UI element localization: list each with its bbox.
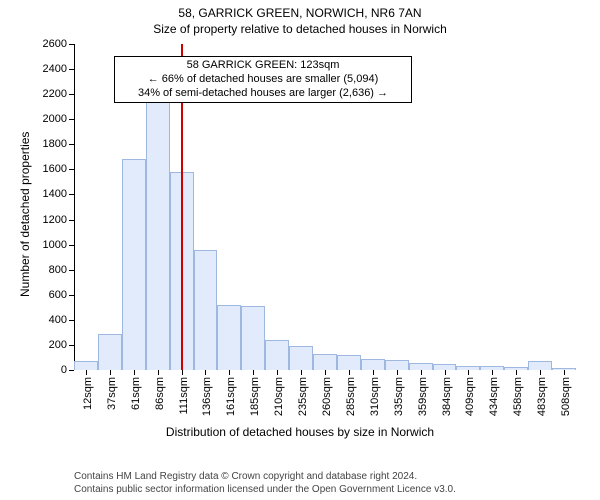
x-tick-label: 359sqm [417, 377, 429, 416]
y-tick-mark [69, 194, 74, 195]
x-tick-label: 61sqm [130, 377, 142, 410]
y-tick-mark [69, 270, 74, 271]
histogram-bar [409, 363, 433, 370]
y-tick-label: 1600 [43, 163, 67, 175]
y-tick-mark [69, 69, 74, 70]
y-tick-mark [69, 370, 74, 371]
page-title-line2: Size of property relative to detached ho… [0, 22, 600, 38]
histogram-bar [122, 159, 146, 370]
x-tick-mark [397, 370, 398, 375]
x-tick-label: 310sqm [369, 377, 381, 416]
x-tick-label: 111sqm [178, 377, 190, 415]
x-tick-mark [373, 370, 374, 375]
x-tick-mark [229, 370, 230, 375]
y-tick-mark [69, 44, 74, 45]
x-tick-mark [277, 370, 278, 375]
x-tick-label: 12sqm [82, 377, 94, 410]
histogram-bar [146, 100, 170, 370]
x-tick-mark [516, 370, 517, 375]
y-tick-label: 1800 [43, 138, 67, 150]
x-tick-label: 384sqm [441, 377, 453, 416]
histogram-bar [337, 355, 361, 370]
page-title-line1: 58, GARRICK GREEN, NORWICH, NR6 7AN [0, 0, 600, 22]
x-tick-label: 409sqm [464, 377, 476, 416]
x-tick-mark [205, 370, 206, 375]
x-tick-label: 235sqm [297, 377, 309, 416]
y-tick-mark [69, 144, 74, 145]
x-tick-mark [253, 370, 254, 375]
y-tick-label: 1200 [43, 214, 67, 226]
footer-line2: Contains public sector information licen… [74, 483, 456, 496]
x-tick-mark [468, 370, 469, 375]
y-tick-mark [69, 320, 74, 321]
x-tick-mark [86, 370, 87, 375]
y-tick-label: 2600 [43, 38, 67, 50]
x-tick-label: 483sqm [536, 377, 548, 416]
x-tick-label: 210sqm [273, 377, 285, 416]
y-axis-line [74, 44, 75, 370]
histogram-bar [313, 354, 337, 370]
histogram-bar [385, 360, 409, 370]
histogram-bar [528, 361, 552, 370]
x-tick-mark [492, 370, 493, 375]
y-tick-label: 2000 [43, 113, 67, 125]
y-tick-label: 200 [49, 339, 67, 351]
x-tick-mark [325, 370, 326, 375]
histogram-bar [289, 346, 313, 370]
y-tick-mark [69, 295, 74, 296]
x-tick-mark [445, 370, 446, 375]
x-tick-label: 335sqm [393, 377, 405, 416]
y-tick-label: 2200 [43, 88, 67, 100]
footer-attribution: Contains HM Land Registry data © Crown c… [74, 470, 456, 496]
x-tick-mark [182, 370, 183, 375]
y-tick-label: 2400 [43, 63, 67, 75]
x-tick-mark [301, 370, 302, 375]
x-tick-label: 285sqm [345, 377, 357, 416]
footer-line1: Contains HM Land Registry data © Crown c… [74, 470, 456, 483]
y-tick-label: 800 [49, 264, 67, 276]
x-tick-label: 161sqm [225, 377, 237, 416]
y-tick-label: 0 [61, 364, 67, 376]
x-axis-label: Distribution of detached houses by size … [0, 425, 600, 439]
x-tick-label: 458sqm [512, 377, 524, 416]
x-tick-label: 434sqm [488, 377, 500, 416]
histogram-bar [217, 305, 241, 370]
y-tick-label: 1400 [43, 188, 67, 200]
x-tick-mark [158, 370, 159, 375]
chart-annotation: 58 GARRICK GREEN: 123sqm ← 66% of detach… [114, 56, 412, 103]
annotation-line1: 58 GARRICK GREEN: 123sqm [121, 59, 405, 73]
annotation-line3: 34% of semi-detached houses are larger (… [121, 87, 405, 101]
y-tick-label: 400 [49, 314, 67, 326]
x-tick-mark [349, 370, 350, 375]
histogram-bar [265, 340, 289, 370]
x-tick-label: 37sqm [106, 377, 118, 410]
histogram-bar [98, 334, 122, 370]
y-tick-label: 600 [49, 289, 67, 301]
y-tick-mark [69, 220, 74, 221]
histogram-bar [361, 359, 385, 370]
histogram-bar [241, 306, 265, 370]
x-tick-label: 260sqm [321, 377, 333, 416]
y-tick-label: 1000 [43, 239, 67, 251]
x-tick-mark [540, 370, 541, 375]
y-tick-mark [69, 345, 74, 346]
y-tick-mark [69, 119, 74, 120]
x-tick-label: 508sqm [560, 377, 572, 416]
annotation-line2: ← 66% of detached houses are smaller (5,… [121, 73, 405, 87]
x-tick-mark [110, 370, 111, 375]
y-tick-mark [69, 245, 74, 246]
x-tick-mark [134, 370, 135, 375]
y-tick-mark [69, 169, 74, 170]
x-tick-label: 185sqm [249, 377, 261, 416]
x-tick-label: 86sqm [154, 377, 166, 410]
histogram-bar [74, 361, 98, 370]
x-tick-mark [421, 370, 422, 375]
y-axis-label: Number of detached properties [18, 132, 32, 297]
x-tick-mark [564, 370, 565, 375]
x-tick-label: 136sqm [201, 377, 213, 416]
y-tick-mark [69, 94, 74, 95]
histogram-bar [194, 250, 218, 370]
